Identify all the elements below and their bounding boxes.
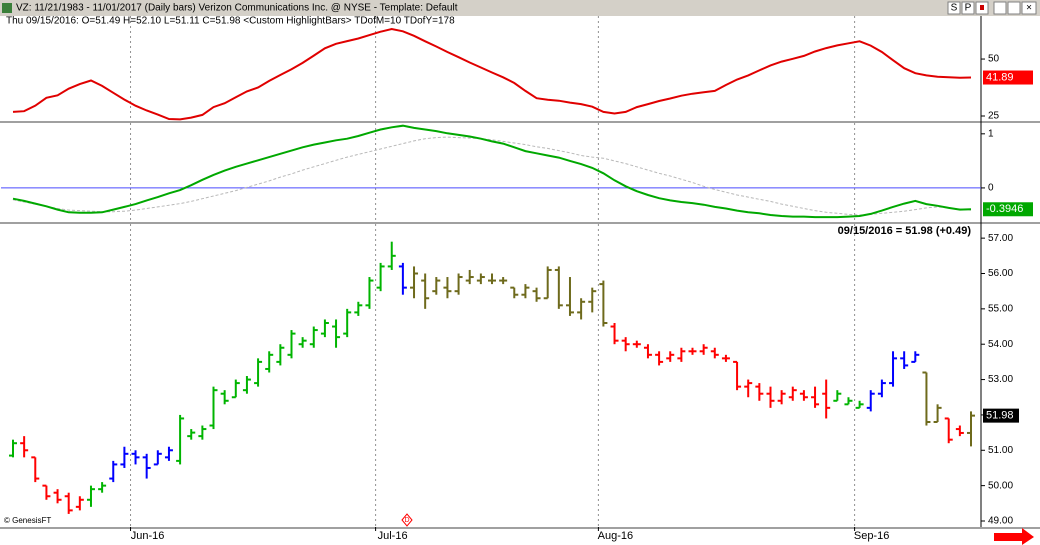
app-icon: [2, 3, 12, 13]
y-tick-label: 54.00: [988, 339, 1013, 350]
last-value-label: -0.3946: [986, 203, 1023, 215]
plot-area: 50 25 41.89 1 0 -0.3946 57.00 56.00 55.00 54.00 53…: [0, 16, 1040, 542]
bar-info: Thu 09/15/2016: O=51.49 H=52.10 L=51.11 …: [6, 16, 455, 27]
last-value-box: [983, 70, 1033, 85]
y-tick-label: 1: [988, 128, 994, 139]
maximize-button[interactable]: [1007, 1, 1021, 15]
y-tick-label: 51.00: [988, 445, 1013, 456]
title-bar: [0, 0, 1040, 16]
y-tick-label: 55.00: [988, 303, 1013, 314]
x-tick-label: Sep-16: [854, 530, 889, 542]
x-tick-label: Jul-16: [378, 530, 408, 542]
button[interactable]: [961, 1, 975, 15]
y-tick-label: 57.00: [988, 233, 1013, 244]
scroll-arrow[interactable]: [994, 528, 1034, 545]
y-tick-label: 0: [988, 183, 994, 194]
last-value-label: 51.98: [986, 410, 1014, 422]
minimize-button[interactable]: [993, 1, 1007, 15]
panel: [1, 16, 981, 121]
last-value-label: 41.89: [986, 71, 1014, 83]
y-tick-label: 56.00: [988, 268, 1013, 279]
copyright: © GenesisFT: [4, 516, 51, 525]
last-value-box: [983, 202, 1033, 217]
button[interactable]: [947, 1, 961, 15]
close-icon[interactable]: ×: [1026, 3, 1032, 14]
y-tick-label: 53.00: [988, 374, 1013, 385]
event-marker[interactable]: [401, 513, 413, 527]
close-button[interactable]: [1021, 1, 1037, 15]
x-tick-label: Aug-16: [598, 530, 633, 542]
y-tick-label: 50.00: [988, 480, 1013, 491]
event-marker-label[interactable]: D: [404, 517, 409, 524]
y-tick-label: 25: [988, 111, 1000, 122]
y-tick-label: 49.00: [988, 516, 1013, 527]
panel: [1, 224, 981, 527]
button-label[interactable]: S: [951, 3, 958, 14]
button-label[interactable]: P: [965, 3, 972, 14]
indicator-line: [12, 27, 972, 121]
x-tick-label: Jun-16: [131, 530, 165, 542]
price-annotation: 09/15/2016 = 51.98 (+0.49): [838, 225, 972, 237]
window-title: VZ: 11/21/1983 - 11/01/2017 (Daily bars)…: [16, 3, 458, 14]
last-value-box: [983, 408, 1019, 423]
indicator-line: [12, 136, 972, 216]
panel: [1, 123, 981, 222]
y-tick-label: 50: [988, 54, 1000, 65]
indicator-line: [12, 124, 972, 219]
button-icon: [980, 5, 984, 10]
